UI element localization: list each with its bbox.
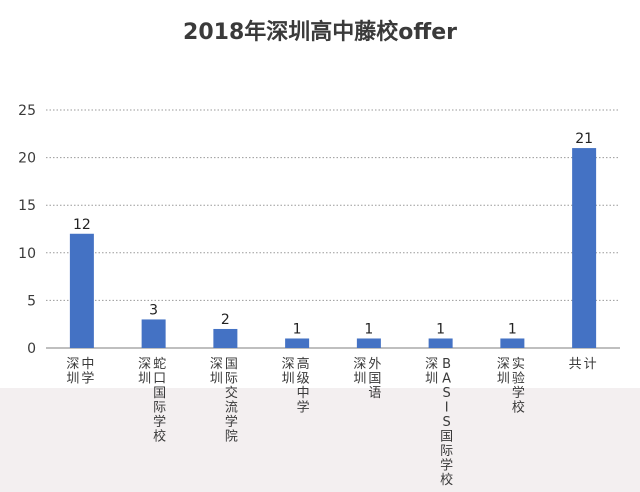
category-label-char: 国 xyxy=(153,386,166,401)
data-label: 1 xyxy=(293,321,302,337)
y-tick-label: 10 xyxy=(18,246,36,262)
category-label-char: 实 xyxy=(512,357,525,372)
category-label-char: I xyxy=(445,401,449,416)
category-label-char: 流 xyxy=(225,401,238,416)
footer-band xyxy=(0,388,640,492)
data-label: 21 xyxy=(575,131,593,147)
category-label-char: 圳 xyxy=(210,372,223,387)
category-label-char: 学 xyxy=(297,400,310,416)
category-label-char: 交 xyxy=(225,385,238,401)
category-label-char: 级 xyxy=(297,372,310,387)
category-label-char: 深 xyxy=(138,357,151,372)
data-label: 2 xyxy=(221,312,230,328)
category-label-char: 学 xyxy=(153,414,166,430)
category-label-char: S xyxy=(442,415,450,430)
category-label-char: 际 xyxy=(440,444,453,459)
category-label-char: 共 xyxy=(569,357,582,372)
data-label: 1 xyxy=(364,321,373,337)
category-label-char: 深 xyxy=(66,357,79,372)
category-label-char: 深 xyxy=(353,357,366,372)
category-label-char: 际 xyxy=(225,372,238,387)
category-label-char: 圳 xyxy=(497,372,510,387)
category-label-char: 圳 xyxy=(425,372,438,387)
category-label-char: 圳 xyxy=(353,372,366,387)
category-label-char: 院 xyxy=(225,430,238,445)
data-label: 12 xyxy=(73,217,91,233)
category-label-char: B xyxy=(442,357,451,372)
category-label-char: 国 xyxy=(440,430,453,445)
category-label-char: 国 xyxy=(225,357,238,372)
bar xyxy=(69,233,94,348)
category-label-char: 圳 xyxy=(282,372,295,387)
bar xyxy=(500,338,525,348)
y-tick-label: 0 xyxy=(27,341,36,357)
category-label-char: 学 xyxy=(512,385,525,401)
bar xyxy=(141,319,166,348)
data-label: 3 xyxy=(149,302,158,318)
category-label-char: S xyxy=(442,386,450,401)
category-label-char: 校 xyxy=(153,429,166,445)
bar xyxy=(428,338,453,348)
y-tick-label: 5 xyxy=(27,293,36,309)
category-label-char: 学 xyxy=(225,414,238,430)
category-label-char: 语 xyxy=(368,386,381,401)
category-label-char: 圳 xyxy=(138,372,151,387)
category-label-char: 深 xyxy=(282,357,295,372)
y-tick-label: 25 xyxy=(18,103,36,119)
category-label-char: 外 xyxy=(368,357,381,372)
category-label-char: 验 xyxy=(512,371,525,387)
category-label-char: 校 xyxy=(512,400,525,416)
category-label-char: 深 xyxy=(210,357,223,372)
category-label: 共计 xyxy=(569,357,597,372)
category-label-char: 际 xyxy=(153,401,166,416)
category-label-char: 蛇 xyxy=(153,357,166,372)
category-label-char: 深 xyxy=(425,357,438,372)
category-label-char: 口 xyxy=(153,372,166,387)
category-label-char: 学 xyxy=(440,458,453,474)
category-label-char: A xyxy=(442,372,451,387)
category-label-char: 圳 xyxy=(66,372,79,387)
category-label-char: 计 xyxy=(584,357,597,372)
category-label-char: 中 xyxy=(297,386,310,401)
chart-title: 2018年深圳高中藤校offer xyxy=(183,20,457,45)
y-tick-label: 15 xyxy=(18,198,36,214)
data-label: 1 xyxy=(508,321,517,337)
category-label-char: 国 xyxy=(368,372,381,387)
category-label-char: 学 xyxy=(81,371,94,387)
data-label: 1 xyxy=(436,321,445,337)
bar xyxy=(285,338,310,348)
bar xyxy=(572,148,597,348)
category-label-char: 校 xyxy=(440,472,453,488)
category-label-char: 深 xyxy=(497,357,510,372)
bar xyxy=(356,338,381,348)
y-tick-label: 20 xyxy=(18,151,36,167)
bar xyxy=(213,328,238,348)
category-label-char: 高 xyxy=(297,356,310,372)
category-label-char: 中 xyxy=(81,357,94,372)
